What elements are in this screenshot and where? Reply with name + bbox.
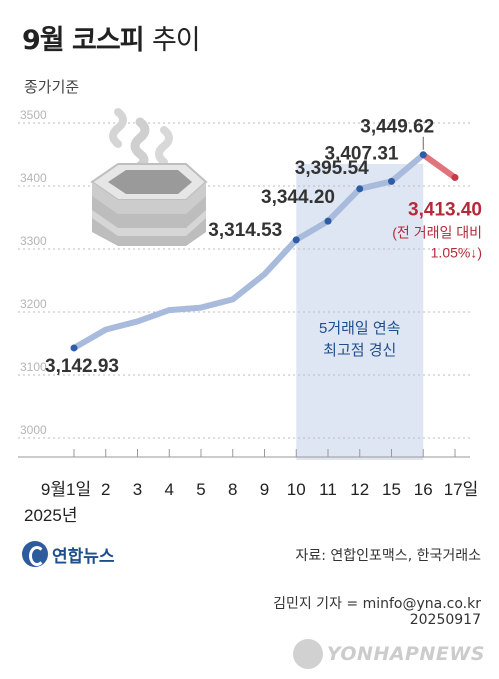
x-tick-label: 17일 [444,480,479,499]
x-tick-label: 9월1일 [41,480,91,499]
data-point [292,236,300,244]
watermark-icon [292,639,323,669]
data-point [388,177,395,185]
last-value-note: (전 거래일 대비 [392,225,482,241]
series-line [71,151,427,351]
yonhap-logo-icon [22,541,48,567]
x-tick-label: 9 [260,480,269,499]
data-point [70,344,78,352]
year-label: 2025년 [24,506,77,525]
title-light: 추이 [151,25,201,56]
watermark: YONHAPNEWS [292,639,485,669]
data-point [356,185,364,193]
series-line-down [420,151,458,181]
x-tick-label: 15 [382,480,401,499]
last-value-note: 1.05%↓) [431,245,482,261]
data-label: 3,142.93 [45,356,119,377]
pot-shape [155,126,173,166]
y-tick-label: 3300 [20,234,47,248]
y-tick-label: 3200 [20,297,47,311]
yonhap-logo: 연합뉴스 [22,540,115,568]
data-point [419,151,427,159]
subtitle: 종가기준 [24,78,80,96]
y-tick-label: 3400 [20,171,47,185]
y-tick-label: 3500 [20,108,47,122]
x-tick-label: 2 [101,480,110,499]
x-tick-label: 12 [350,480,369,499]
x-tick-label: 8 [228,480,237,499]
highlight-label: 최고점 경신 [323,342,396,359]
data-label: 3,395.54 [295,158,369,179]
pot-shape [108,170,192,194]
x-tick-label: 4 [165,480,174,499]
pot-shape [109,108,127,148]
x-tick-label: 10 [287,480,306,499]
highlight-label: 5거래일 연속 [319,320,401,337]
x-tick-label: 11 [319,480,337,499]
pot-shape [92,210,206,236]
y-tick-label: 3100 [20,360,47,374]
data-label: 3,314.53 [208,220,282,241]
logo-text: 연합뉴스 [52,546,115,567]
pot-shape [92,182,206,214]
title-bold: 9월 코스피 [22,25,145,56]
data-point [324,217,332,225]
steaming-pot-illustration [90,108,208,246]
data-label: 3,344.20 [261,187,335,208]
watermark-text: YONHAPNEWS [326,643,485,665]
data-label: 3,449.62 [360,117,434,138]
last-value-label: 3,413.40 [408,200,482,221]
x-tick-label: 16 [414,480,433,499]
page-title: 9월 코스피 추이 [22,18,201,57]
date-text: 20250917 [409,612,481,628]
x-tick-label: 5 [196,480,205,499]
source-text: 자료: 연합인포맥스, 한국거래소 [295,548,481,564]
x-tick-label: 3 [133,480,142,499]
data-point-last [451,174,459,182]
data-label: 3,407.31 [325,143,399,164]
pot-shape [130,117,150,171]
reporter-text: 김민지 기자 = minfo@yna.co.kr [273,596,481,612]
y-tick-label: 3000 [20,423,47,437]
